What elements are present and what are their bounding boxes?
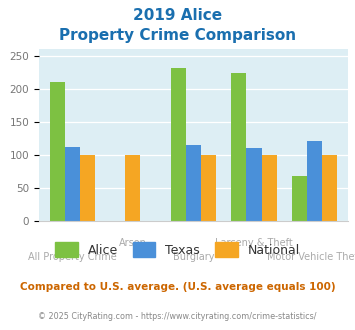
- Text: Property Crime Comparison: Property Crime Comparison: [59, 28, 296, 43]
- Bar: [322, 155, 337, 221]
- Bar: [292, 176, 307, 221]
- Bar: [201, 155, 216, 221]
- Bar: [307, 141, 322, 221]
- Text: Motor Vehicle Theft: Motor Vehicle Theft: [267, 252, 355, 262]
- Bar: [171, 68, 186, 221]
- Legend: Alice, Texas, National: Alice, Texas, National: [50, 237, 305, 262]
- Bar: [50, 82, 65, 221]
- Bar: [65, 147, 80, 221]
- Text: Arson: Arson: [119, 238, 147, 248]
- Text: Larceny & Theft: Larceny & Theft: [215, 238, 293, 248]
- Bar: [125, 155, 141, 221]
- Bar: [262, 155, 277, 221]
- Text: All Property Crime: All Property Crime: [28, 252, 117, 262]
- Bar: [80, 155, 95, 221]
- Bar: [246, 148, 262, 221]
- Bar: [231, 73, 246, 221]
- Bar: [186, 145, 201, 221]
- Text: 2019 Alice: 2019 Alice: [133, 8, 222, 23]
- Text: © 2025 CityRating.com - https://www.cityrating.com/crime-statistics/: © 2025 CityRating.com - https://www.city…: [38, 312, 317, 321]
- Text: Compared to U.S. average. (U.S. average equals 100): Compared to U.S. average. (U.S. average …: [20, 282, 335, 292]
- Text: Burglary: Burglary: [173, 252, 214, 262]
